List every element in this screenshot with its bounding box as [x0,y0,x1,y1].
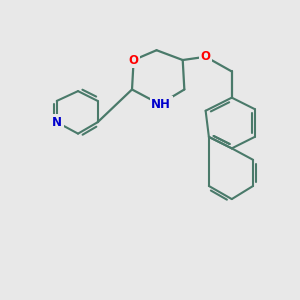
Text: O: O [129,53,139,67]
Text: N: N [52,116,62,129]
Text: NH: NH [151,98,171,111]
Text: O: O [201,50,211,63]
